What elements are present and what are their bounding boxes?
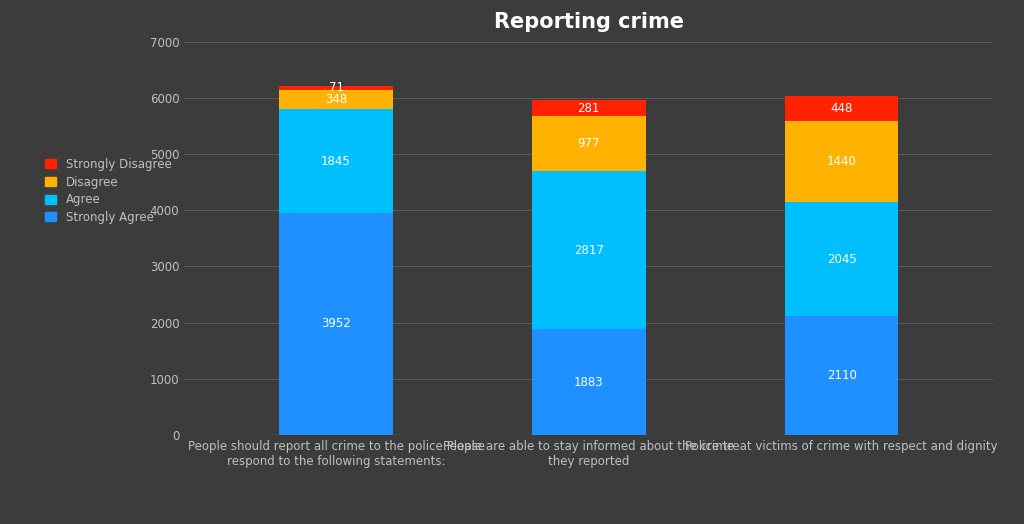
Bar: [280, 90, 393, 110]
Bar: [784, 121, 898, 202]
Bar: [784, 316, 898, 435]
Title: Reporting crime: Reporting crime: [494, 12, 684, 32]
Bar: [531, 329, 646, 435]
Text: 1440: 1440: [826, 155, 856, 168]
Bar: [531, 101, 646, 116]
Text: 3952: 3952: [322, 318, 351, 331]
Legend: Strongly Disagree, Disagree, Agree, Strongly Agree: Strongly Disagree, Disagree, Agree, Stro…: [45, 158, 172, 224]
Text: 2045: 2045: [826, 253, 856, 266]
Text: 2110: 2110: [826, 369, 856, 382]
Text: 2817: 2817: [573, 244, 604, 257]
Text: 448: 448: [830, 102, 853, 115]
Bar: [784, 202, 898, 316]
Bar: [280, 110, 393, 213]
Text: 1883: 1883: [574, 376, 603, 389]
Bar: [280, 86, 393, 90]
Text: 348: 348: [325, 93, 347, 106]
Text: 1845: 1845: [322, 155, 351, 168]
Bar: [280, 213, 393, 435]
Text: 281: 281: [578, 102, 600, 115]
Text: 71: 71: [329, 81, 343, 94]
Bar: [784, 96, 898, 121]
Text: 977: 977: [578, 137, 600, 150]
Bar: [531, 116, 646, 171]
Bar: [531, 171, 646, 329]
